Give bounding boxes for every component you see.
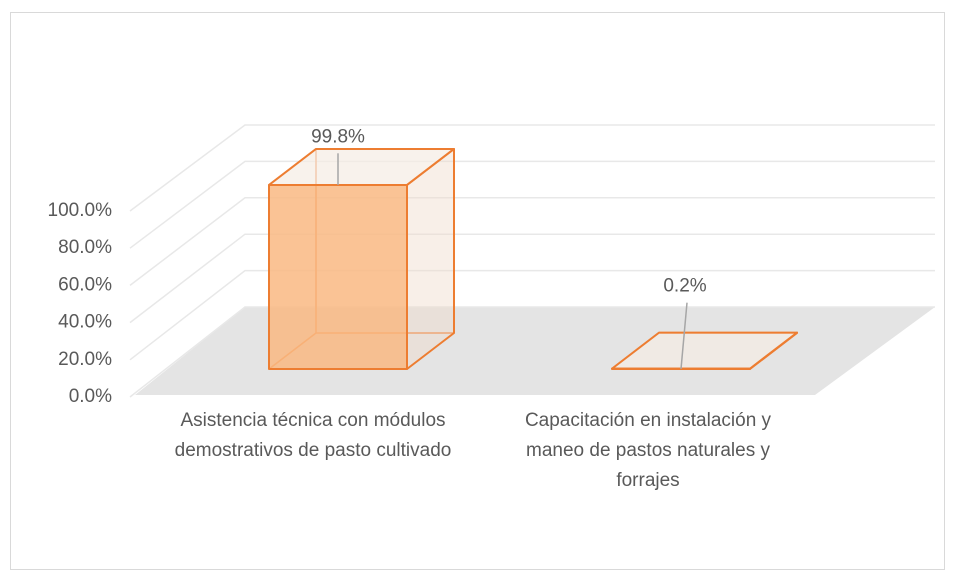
y-tick-label: 40.0% <box>58 312 112 333</box>
grid-line <box>129 306 935 398</box>
grid-line <box>129 160 935 249</box>
data-label: 0.2% <box>663 276 706 297</box>
y-tick-label: 60.0% <box>58 274 112 295</box>
grid-line <box>129 233 935 324</box>
bar-front <box>268 183 408 370</box>
floor <box>135 307 935 395</box>
y-tick-label: 80.0% <box>58 237 112 258</box>
grid-line <box>129 269 935 361</box>
grid-line <box>129 197 935 286</box>
chart-border <box>10 12 945 570</box>
label-leader <box>680 302 688 370</box>
y-tick-label: 20.0% <box>58 349 112 370</box>
y-tick-label: 100.0% <box>48 200 113 221</box>
x-tick-label: Capacitación en instalación y maneo de p… <box>524 410 772 491</box>
data-label: 99.8% <box>311 126 365 147</box>
x-tick-label: Asistencia técnica con módulos demostrat… <box>174 410 452 461</box>
grid-line <box>129 124 935 212</box>
y-tick-label: 0.0% <box>69 386 112 407</box>
bar-side <box>406 147 455 370</box>
